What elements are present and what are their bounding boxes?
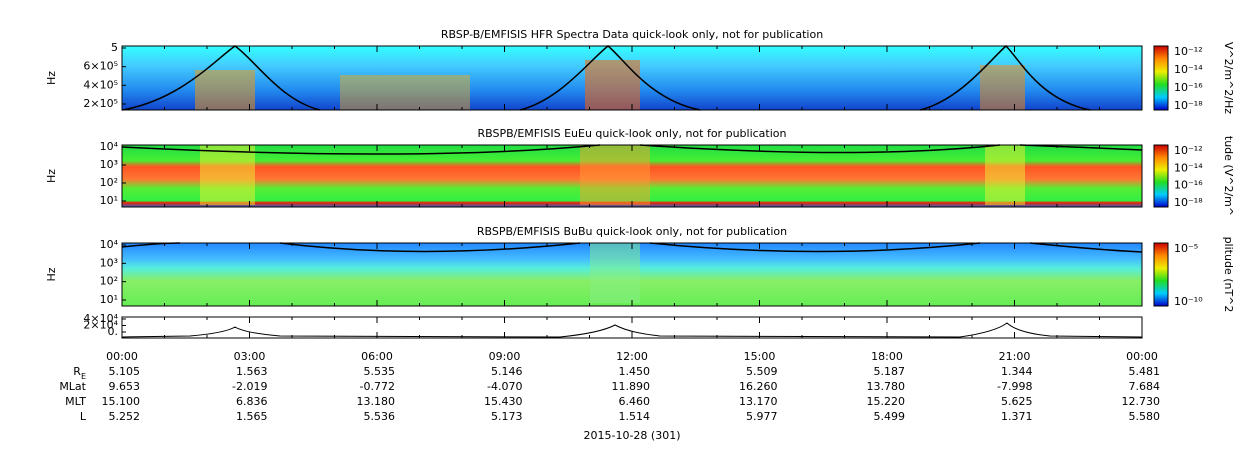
y-tick-label: 10⁴ (100, 140, 119, 153)
row-value: 1.563 (236, 365, 268, 378)
y-tick-label: 10⁴ (100, 238, 119, 251)
row-value: 1.514 (619, 410, 651, 423)
row-label-text: MLT (65, 395, 86, 408)
y-tick-label: 10¹ (100, 293, 118, 306)
panel-title: RBSPB/EMFISIS BuBu quick-look only, not … (477, 225, 787, 238)
row-value: 5.499 (874, 410, 906, 423)
row-value: 5.580 (1129, 410, 1161, 423)
row-value: 1.371 (1001, 410, 1033, 423)
y-tick-label: 10³ (100, 158, 118, 171)
row-value: 5.509 (746, 365, 778, 378)
row-label-sub: E (81, 372, 86, 381)
row-value: 5.173 (491, 410, 523, 423)
row-value: 15.220 (867, 395, 906, 408)
y-label: Hz (45, 267, 58, 281)
colorbar-tick-label: 10⁻¹⁴ (1174, 63, 1203, 76)
colorbar-tick-label: 10⁻¹⁰ (1174, 295, 1203, 308)
row-value: 5.252 (109, 410, 141, 423)
time-label: 03:00 (234, 350, 266, 363)
time-label: 12:00 (616, 350, 648, 363)
time-label: 21:00 (999, 350, 1031, 363)
row-value: 5.481 (1129, 365, 1161, 378)
colorbar-label: plitude (nT^2 (1222, 237, 1235, 313)
row-label-text: MLat (59, 380, 86, 393)
time-label: 00:00 (1126, 350, 1158, 363)
colorbar-tick-label: 10⁻¹⁶ (1174, 179, 1203, 192)
row-label: RE (73, 365, 86, 381)
row-label: L (80, 410, 87, 423)
colorbar (1153, 242, 1169, 307)
row-value: 1.565 (236, 410, 268, 423)
y-tick-label: 10³ (100, 256, 118, 269)
colorbar-tick-label: 10⁻¹² (1174, 144, 1203, 157)
time-label: 06:00 (361, 350, 393, 363)
time-label: 00:00 (106, 350, 138, 363)
row-value: 5.977 (746, 410, 778, 423)
colorbar (1153, 144, 1169, 208)
row-value: 13.180 (357, 395, 396, 408)
colorbar-label: tude (V^2/m^ (1222, 136, 1235, 216)
panel-title: RBSPB/EMFISIS EuEu quick-look only, not … (477, 127, 786, 140)
row-value: 12.730 (1122, 395, 1161, 408)
row-value: 15.100 (102, 395, 141, 408)
colorbar-tick-label: 10⁻¹⁶ (1174, 81, 1203, 94)
row-value: -4.070 (487, 380, 522, 393)
y-tick-label: 10² (100, 176, 118, 189)
row-value: 5.536 (364, 410, 396, 423)
row-value: 5.105 (109, 365, 141, 378)
colorbar-label: V^2/m^2/Hz (1222, 42, 1235, 114)
row-label: MLT (65, 395, 86, 408)
row-value: 1.344 (1001, 365, 1033, 378)
y-label: Hz (45, 169, 58, 183)
colorbar (1153, 45, 1169, 111)
row-value: 6.460 (619, 395, 651, 408)
row-value: 7.684 (1129, 380, 1161, 393)
y-tick-label: 10² (100, 275, 118, 288)
y-tick-label: 2×10⁴ (83, 319, 118, 332)
spectrogram-images (121, 44, 1143, 338)
row-value: 9.653 (109, 380, 141, 393)
colorbar-tick-label: 10⁻¹⁸ (1174, 196, 1203, 209)
colorbar-tick-label: 10⁻¹⁴ (1174, 161, 1203, 174)
y-tick-label: 10¹ (100, 194, 118, 207)
y-tick-label: 4×10⁵ (83, 78, 118, 91)
row-label-text: R (73, 365, 81, 378)
row-value: 1.450 (619, 365, 651, 378)
time-label: 18:00 (871, 350, 903, 363)
row-value: 13.170 (739, 395, 778, 408)
row-label-text: L (80, 410, 87, 423)
y-label: Hz (45, 71, 58, 85)
row-value: -0.772 (360, 380, 395, 393)
row-value: 5.625 (1001, 395, 1033, 408)
y-tick-label: 2×10⁵ (83, 97, 118, 110)
row-value: 6.836 (236, 395, 268, 408)
row-value: 5.535 (364, 365, 396, 378)
panel-title: RBSP-B/EMFISIS HFR Spectra Data quick-lo… (441, 28, 823, 41)
time-label: 09:00 (489, 350, 521, 363)
row-label: MLat (59, 380, 86, 393)
colorbar-tick-label: 10⁻¹² (1174, 45, 1203, 58)
row-value: 5.146 (491, 365, 523, 378)
row-value: -7.998 (997, 380, 1032, 393)
row-value: -2.019 (232, 380, 267, 393)
row-value: 15.430 (484, 395, 523, 408)
colorbar-tick-label: 10⁻⁵ (1174, 242, 1198, 255)
row-value: 16.260 (739, 380, 778, 393)
time-label: 15:00 (744, 350, 776, 363)
y-tick-label: 6×10⁵ (83, 60, 118, 73)
y-tick-label: 4×10⁴ (83, 312, 118, 325)
y-tick-label: 5 (111, 41, 118, 54)
footer-date: 2015-10-28 (301) (583, 429, 680, 442)
y-tick-label: 0. (108, 325, 119, 338)
colorbar-tick-label: 10⁻¹⁸ (1174, 99, 1203, 112)
row-value: 11.890 (612, 380, 651, 393)
row-value: 13.780 (867, 380, 906, 393)
row-value: 5.187 (874, 365, 906, 378)
